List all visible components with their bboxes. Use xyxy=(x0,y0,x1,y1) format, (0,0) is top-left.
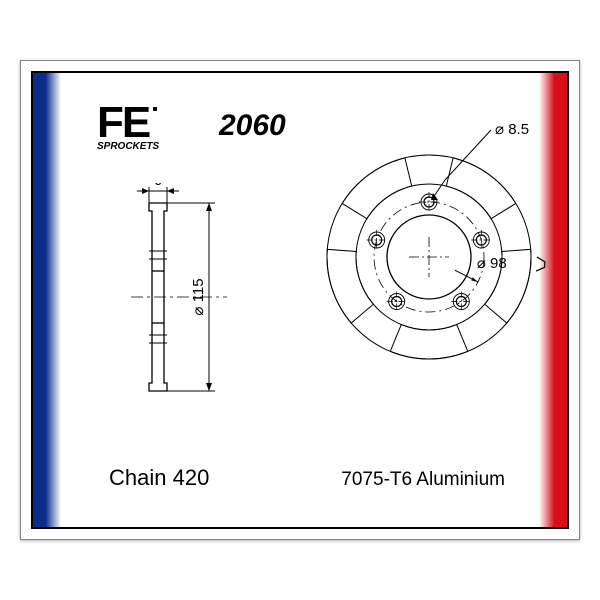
svg-text:⌀ 8.5: ⌀ 8.5 xyxy=(495,121,529,138)
logo-main-text: FE xyxy=(97,103,159,143)
logo-dot xyxy=(153,107,157,111)
svg-text:⌀ 98: ⌀ 98 xyxy=(477,255,507,272)
content-area: FE SPROCKETS 2060 6 ⌀ 115 ⌀ 98 ⌀ 8.5 Chain… xyxy=(61,73,539,527)
logo-sub-text: SPROCKETS xyxy=(97,141,159,152)
side-view-drawing: 6 ⌀ 115 xyxy=(89,183,269,443)
part-number: 2060 xyxy=(219,109,286,143)
svg-text:6: 6 xyxy=(154,183,162,188)
flag-stripe-blue xyxy=(33,73,61,527)
product-card-outer: FE SPROCKETS 2060 6 ⌀ 115 ⌀ 98 ⌀ 8.5 Chain… xyxy=(20,60,580,540)
svg-text:⌀ 115: ⌀ 115 xyxy=(190,278,207,315)
brand-logo: FE SPROCKETS xyxy=(97,103,159,152)
chain-spec: Chain 420 xyxy=(109,465,209,491)
product-card-inner: FE SPROCKETS 2060 6 ⌀ 115 ⌀ 98 ⌀ 8.5 Chain… xyxy=(31,71,569,529)
front-view-drawing: ⌀ 98 ⌀ 8.5 xyxy=(311,101,571,381)
material-spec: 7075-T6 Aluminium xyxy=(341,469,505,491)
